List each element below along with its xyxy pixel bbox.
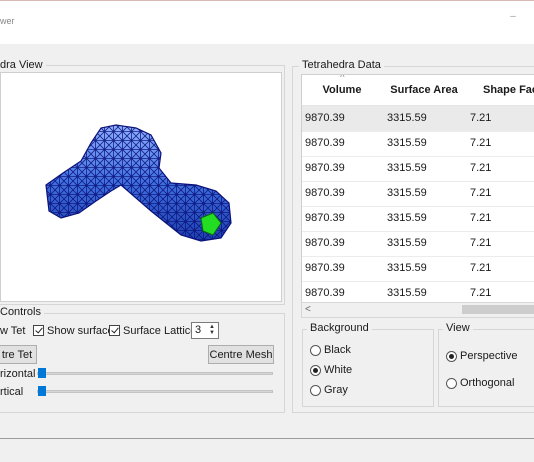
table-row[interactable]: 9870.39 3315.59 7.21 [302,281,534,302]
vertical-slider[interactable] [37,390,273,393]
view-group-label: View [443,322,473,334]
background-gray-label[interactable]: Gray [324,384,348,396]
mesh-viewport[interactable] [0,72,282,302]
column-header-shape-factor[interactable]: Shape Facto [466,75,534,106]
table-row[interactable]: 9870.39 3315.59 7.21 [302,206,534,232]
column-header-surface-area[interactable]: Surface Area [382,75,466,106]
cell-surface-area: 3315.59 [387,137,427,149]
cell-surface-area: 3315.59 [387,237,427,249]
column-header-volume[interactable]: ^ Volume [302,75,382,106]
cell-surface-area: 3315.59 [387,287,427,299]
table-row[interactable]: 9870.39 3315.59 7.21 [302,131,534,157]
background-group-label: Background [307,322,372,334]
table-group-label: Tetrahedra Data [299,59,384,71]
cell-shape-factor: 7.21 [470,287,492,299]
cell-shape-factor: 7.21 [470,112,492,124]
table-horizontal-scrollbar[interactable]: < [301,302,534,318]
viewer-group [0,65,285,305]
cell-surface-area: 3315.59 [387,112,427,124]
cell-surface-area: 3315.59 [387,187,427,199]
scrollbar-thumb[interactable] [462,305,534,314]
cell-volume: 9870.39 [305,187,345,199]
surface-lattice-checkbox[interactable] [109,325,120,336]
cell-shape-factor: 7.21 [470,212,492,224]
cell-surface-area: 3315.59 [387,262,427,274]
table-row[interactable]: 9870.39 3315.59 7.21 [302,256,534,282]
minimize-button[interactable]: – [510,11,516,22]
cell-shape-factor: 7.21 [470,137,492,149]
spin-arrows-icon[interactable]: ▲ ▼ [209,324,215,336]
view-perspective-radio[interactable] [446,351,457,362]
controls-group [0,313,285,413]
cell-surface-area: 3315.59 [387,212,427,224]
scroll-left-icon[interactable]: < [305,304,311,315]
table-row[interactable]: 9870.39 3315.59 7.21 [302,181,534,207]
cell-shape-factor: 7.21 [470,162,492,174]
view-orthogonal-label[interactable]: Orthogonal [460,377,515,389]
tetra-mesh [45,124,232,242]
tetrahedra-table[interactable]: ^ Volume Surface Area Shape Facto 9870.3… [301,74,534,303]
mesh-canvas[interactable] [1,73,281,301]
horizontal-slider[interactable] [37,372,273,375]
title-bar: wer – [0,0,534,44]
vertical-slider-handle[interactable] [38,386,46,396]
vertical-label: rtical [0,386,24,398]
horizontal-label: rizontal [0,368,36,380]
horizontal-slider-handle[interactable] [38,368,46,378]
cell-volume: 9870.39 [305,137,345,149]
view-perspective-label[interactable]: Perspective [460,350,518,362]
view-orthogonal-radio[interactable] [446,378,457,389]
viewer-group-label: dra View [0,59,46,71]
lattice-spinbox[interactable]: 3 ▲ ▼ [191,322,219,339]
view-group [438,329,534,407]
lattice-value[interactable]: 3 [195,324,202,336]
cell-volume: 9870.39 [305,212,345,224]
table-row[interactable]: 9870.39 3315.59 7.21 [302,231,534,257]
cell-surface-area: 3315.59 [387,162,427,174]
controls-group-label: Controls [0,306,44,318]
table-group [292,66,534,413]
centre-mesh-button[interactable]: Centre Mesh [208,345,274,364]
surface-lattice-label[interactable]: Surface Lattice [123,325,197,337]
cell-volume: 9870.39 [305,262,345,274]
background-group [302,329,434,407]
cell-shape-factor: 7.21 [470,262,492,274]
background-gray-radio[interactable] [310,385,321,396]
cell-shape-factor: 7.21 [470,187,492,199]
show-tet-label[interactable]: w Tet [0,325,26,337]
cell-volume: 9870.39 [305,112,345,124]
background-black-radio[interactable] [310,345,321,356]
window-title: wer [0,16,15,26]
background-white-radio[interactable] [310,365,321,376]
table-row[interactable]: 9870.39 3315.59 7.21 [302,156,534,182]
background-white-label[interactable]: White [324,364,353,376]
centre-tet-button[interactable]: tre Tet [0,345,37,364]
show-surface-checkbox[interactable] [33,325,44,336]
sort-indicator-icon: ^ [340,75,345,81]
cell-shape-factor: 7.21 [470,237,492,249]
table-row[interactable]: 9870.39 3315.59 7.21 [302,106,534,132]
cell-volume: 9870.39 [305,237,345,249]
cell-volume: 9870.39 [305,287,345,299]
show-surface-label[interactable]: Show surface [47,325,114,337]
cell-volume: 9870.39 [305,162,345,174]
background-black-label[interactable]: Black [324,344,351,356]
window-bottom-edge [0,438,534,439]
